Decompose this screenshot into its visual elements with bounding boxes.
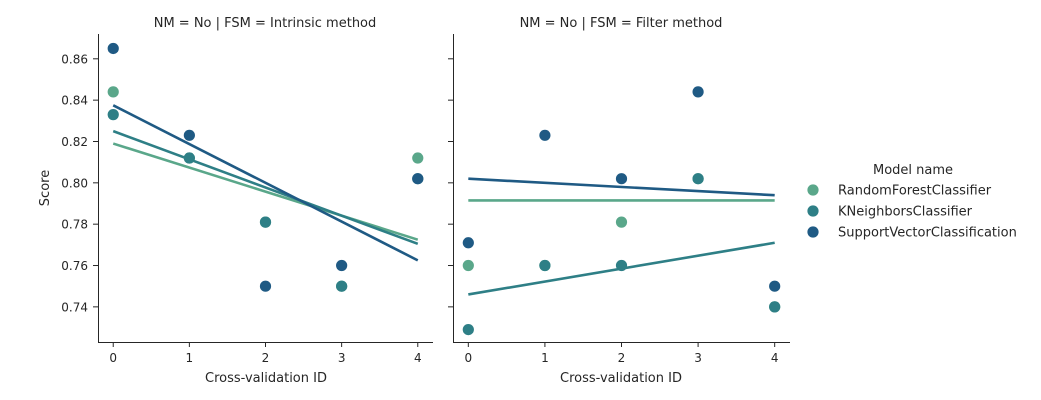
point-kneighbors-classifier xyxy=(615,259,628,272)
y-axis-label: Score xyxy=(38,170,53,206)
point-random-forest-classifier xyxy=(107,86,119,98)
x-tick-label: 0 xyxy=(464,351,472,365)
legend-marker-kneighbors-classifier xyxy=(807,205,819,217)
point-support-vector-classification xyxy=(259,280,272,292)
legend-label-random-forest-classifier: RandomForestClassifier xyxy=(838,184,992,199)
legend-items: RandomForestClassifier KNeighborsClassifi… xyxy=(807,184,1017,241)
point-support-vector-classification xyxy=(769,280,781,292)
point-support-vector-classification xyxy=(412,173,424,185)
point-kneighbors-classifier xyxy=(183,152,195,164)
point-kneighbors-classifier xyxy=(692,173,704,185)
point-support-vector-classification xyxy=(462,237,474,249)
point-kneighbors-classifier xyxy=(259,216,272,228)
panel-title-filter: NM = No | FSM = Filter method xyxy=(520,16,723,31)
point-kneighbors-classifier xyxy=(462,323,474,336)
x-tick-label: 0 xyxy=(109,351,117,365)
x-tick-label: 4 xyxy=(771,351,779,365)
point-kneighbors-classifier xyxy=(336,280,348,292)
legend-marker-support-vector-classification xyxy=(807,226,819,238)
panel-filter-method: NM = No | FSM = Filter method 0 1 2 3 4 Cros… xyxy=(448,16,790,386)
point-support-vector-classification xyxy=(539,129,551,141)
legend-title: Model name xyxy=(873,163,953,178)
plot-area-filter xyxy=(462,86,781,336)
x-tick-label: 1 xyxy=(541,351,549,365)
x-tick-label: 4 xyxy=(414,351,422,365)
x-axis-label-intrinsic: Cross-validation ID xyxy=(205,371,327,386)
regression-line-support-vector-classification xyxy=(468,177,775,197)
point-kneighbors-classifier xyxy=(769,301,781,313)
legend: Model name RandomForestClassifier KNeighb… xyxy=(807,163,1017,241)
point-kneighbors-classifier xyxy=(107,109,119,121)
point-random-forest-classifier xyxy=(412,152,424,164)
legend-label-kneighbors-classifier: KNeighborsClassifier xyxy=(838,205,973,220)
y-tick-label: 0.74 xyxy=(61,300,88,314)
legend-marker-random-forest-classifier xyxy=(807,184,819,196)
point-random-forest-classifier xyxy=(462,259,474,272)
y-tick-label: 0.76 xyxy=(61,259,88,273)
point-kneighbors-classifier xyxy=(539,259,551,272)
point-random-forest-classifier xyxy=(615,216,628,228)
regression-line-support-vector-classification xyxy=(112,104,419,262)
x-tick-label: 1 xyxy=(186,351,194,365)
point-support-vector-classification xyxy=(692,86,704,98)
x-ticks-filter: 0 1 2 3 4 xyxy=(448,58,779,365)
plot-area-intrinsic xyxy=(107,42,424,292)
x-tick-label: 3 xyxy=(338,351,346,365)
y-tick-label: 0.80 xyxy=(61,176,88,190)
x-tick-label: 2 xyxy=(618,351,626,365)
x-axis-label-filter: Cross-validation ID xyxy=(560,371,682,386)
y-tick-label: 0.78 xyxy=(61,218,88,232)
regression-line-kneighbors-classifier xyxy=(112,129,419,246)
y-ticks: 0.74 0.76 0.78 0.80 0.82 0.84 0.86 xyxy=(61,52,88,314)
point-support-vector-classification xyxy=(107,42,119,55)
x-ticks-intrinsic: 0 1 2 3 4 xyxy=(93,58,422,365)
x-tick-label: 3 xyxy=(694,351,702,365)
point-support-vector-classification xyxy=(615,173,628,185)
panel-title-intrinsic: NM = No | FSM = Intrinsic method xyxy=(154,16,377,31)
x-tick-label: 2 xyxy=(262,351,270,365)
point-support-vector-classification xyxy=(336,259,348,272)
y-tick-label: 0.84 xyxy=(61,94,88,108)
point-support-vector-classification xyxy=(183,129,195,141)
y-tick-label: 0.82 xyxy=(61,135,88,149)
y-tick-label: 0.86 xyxy=(61,52,88,66)
panel-intrinsic-method: NM = No | FSM = Intrinsic method 0 1 2 3 4 C… xyxy=(93,16,433,386)
legend-label-support-vector-classification: SupportVectorClassification xyxy=(838,226,1017,241)
